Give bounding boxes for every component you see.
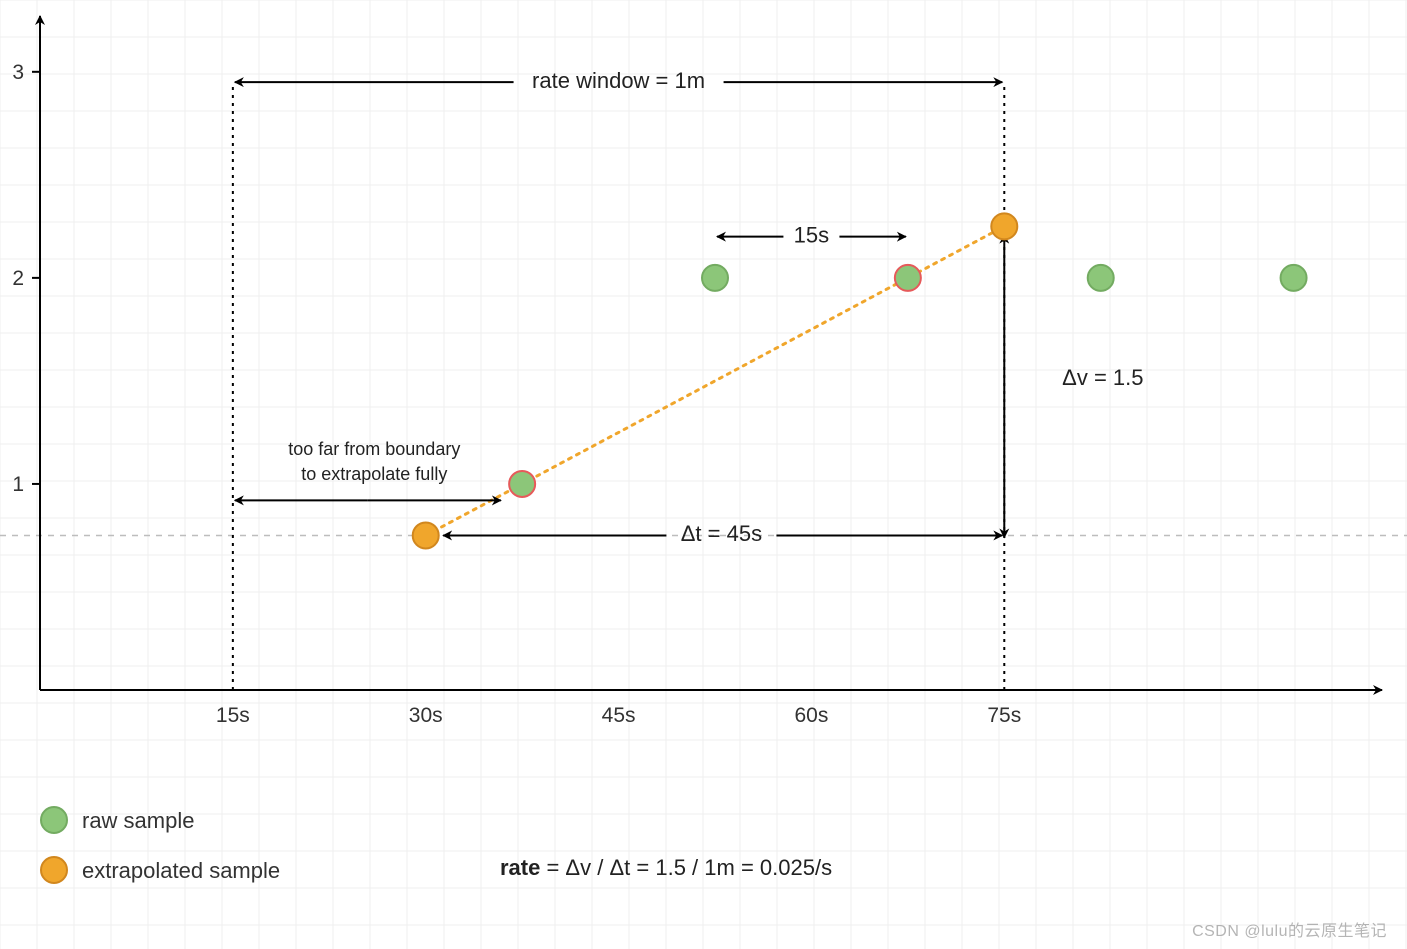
raw-sample-point: [1281, 265, 1307, 291]
raw-sample-point: [1088, 265, 1114, 291]
legend-swatch-raw: [41, 807, 67, 833]
delta-v-label: Δv = 1.5: [1062, 365, 1143, 390]
y-tick-label: 3: [12, 61, 24, 84]
x-tick-label: 60s: [794, 704, 828, 727]
extrapolated-point: [413, 522, 439, 548]
raw-sample-highlighted: [509, 471, 535, 497]
too-far-line1: too far from boundary: [288, 439, 460, 459]
raw-sample-highlighted: [895, 265, 921, 291]
x-tick-label: 45s: [602, 704, 636, 727]
too-far-line2: to extrapolate fully: [301, 464, 447, 484]
rate-formula: rate = Δv / Δt = 1.5 / 1m = 0.025/s: [500, 855, 832, 880]
annotation-label: Δt = 45s: [681, 521, 762, 546]
annotation-label: 15s: [794, 222, 829, 247]
legend-swatch-extrapolated: [41, 857, 67, 883]
x-tick-label: 75s: [987, 704, 1021, 727]
legend-label-extrapolated: extrapolated sample: [82, 858, 280, 883]
y-tick-label: 1: [12, 473, 24, 496]
chart-svg: 1 2 3 15s 30s 45s 60s 75s rate window = 1m 15s too…: [0, 0, 1407, 949]
legend-label-raw: raw sample: [82, 808, 194, 833]
y-tick-label: 2: [12, 267, 24, 290]
chart-canvas: 1 2 3 15s 30s 45s 60s 75s rate window = 1m 15s too…: [0, 0, 1407, 949]
extrapolated-point: [991, 213, 1017, 239]
watermark-text: CSDN @lulu的云原生笔记: [1192, 917, 1387, 941]
x-tick-label: 30s: [409, 704, 443, 727]
annotation-label: rate window = 1m: [532, 68, 705, 93]
raw-sample-point: [702, 265, 728, 291]
x-tick-label: 15s: [216, 704, 250, 727]
